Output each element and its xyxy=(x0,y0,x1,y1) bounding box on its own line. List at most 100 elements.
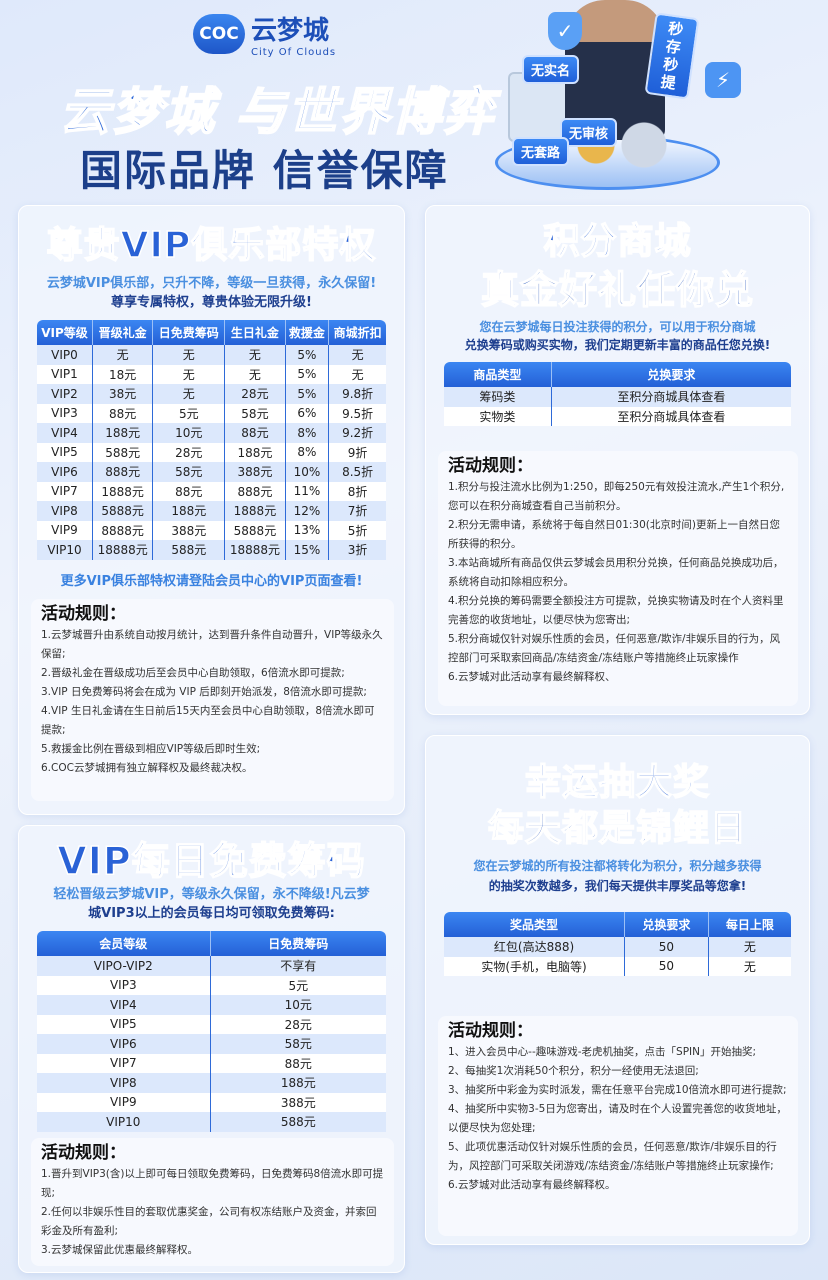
badge-no-realname: 无实名 xyxy=(522,55,580,84)
table-cell: VIP4 xyxy=(37,423,93,443)
table-cell: 8折 xyxy=(328,481,386,501)
lucky-draw-subtitle-1: 您在云梦城的所有投注都将转化为积分，积分越多获得 xyxy=(473,859,762,873)
table-row: VIP6 888元 58元 388元 10% 8.5折 xyxy=(37,462,386,482)
rule-item: 3.本站商城所有商品仅供云梦城会员用积分兑换，任何商品兑换成功后，系统将自动扣除… xyxy=(448,557,784,588)
table-cell: 不享有 xyxy=(210,956,386,976)
table-row: VIP1 18元无无 5% 无 xyxy=(37,364,386,384)
table-cell: 9折 xyxy=(328,442,386,462)
table-cell: 至积分商城具体查看 xyxy=(551,406,791,426)
table-cell: 5% xyxy=(285,364,330,384)
table-cell: 3折 xyxy=(328,540,386,560)
rule-item: 4.VIP 生日礼金请在生日前后15天内至会员中心自助领取，8倍流水即可提款; xyxy=(41,705,375,736)
table-cell: 13% xyxy=(285,520,330,540)
rules-title: 活动规则： xyxy=(41,604,126,624)
points-mall-table: 商品类型 兑换要求 筹码类 至积分商城具体查看 实物类 至积分商城具体查看 xyxy=(444,362,791,426)
column-header: 日免费筹码 xyxy=(210,931,386,956)
table-cell: 实物类 xyxy=(444,406,552,426)
table-cell: 18元 xyxy=(92,364,154,384)
badge-no-tricks: 无套路 xyxy=(512,137,570,166)
table-cell: 8888元 xyxy=(92,520,154,540)
table-row: VIP10 18888元 588元 18888元 15% 3折 xyxy=(37,540,386,560)
rules-title: 活动规则： xyxy=(41,1143,126,1163)
table-cell: VIP1 xyxy=(37,364,93,384)
table-row: 红包(高达888) 50 无 xyxy=(444,937,791,957)
table-row: VIP6 58元 xyxy=(37,1034,386,1054)
table-cell: 10% xyxy=(285,462,330,482)
table-cell: 5% xyxy=(285,345,330,365)
table-cell: 888元 xyxy=(92,462,154,482)
points-mall-subtitle-2: 兑换筹码或购买实物，我们定期更新丰富的商品任您兑换! xyxy=(464,338,771,352)
table-cell: 7折 xyxy=(328,501,386,521)
draw-rules-box: 活动规则： 1、进入会员中心--趣味游戏-老虎机抽奖，点击「SPIN」开始抽奖;… xyxy=(438,1016,798,1236)
rule-item: 1.积分与投注流水比例为1:250，即每250元有效投注流水,产生1个积分,您可… xyxy=(448,481,785,512)
table-cell: VIP3 xyxy=(37,403,93,423)
rule-item: 5、此项优惠活动仅针对娱乐性质的会员，任何恶意/欺诈/非娱乐目的行为，风控部门可… xyxy=(448,1141,777,1172)
table-row: VIP7 88元 xyxy=(37,1053,386,1073)
lightning-icon: ⚡ xyxy=(705,62,741,98)
table-cell: 5888元 xyxy=(92,501,154,521)
table-cell: 无 xyxy=(328,364,386,384)
table-cell: 58元 xyxy=(152,462,226,482)
table-cell: 红包(高达888) xyxy=(444,937,626,957)
daily-rules-box: 活动规则： 1.晋升到VIP3(含)以上即可每日领取免费筹码，日免费筹码8倍流水… xyxy=(31,1138,394,1266)
daily-chips-subtitle-2: 城VIP3以上的会员每日均可领取免费筹码: xyxy=(88,906,335,921)
column-header: 生日礼金 xyxy=(224,320,286,345)
table-row: VIP8 188元 xyxy=(37,1073,386,1093)
table-cell: 6% xyxy=(285,403,330,423)
table-cell: 至积分商城具体查看 xyxy=(551,387,791,407)
table-cell: 1888元 xyxy=(224,501,286,521)
rule-item: 1.晋升到VIP3(含)以上即可每日领取免费筹码，日免费筹码8倍流水即可提现; xyxy=(41,1168,384,1199)
rule-item: 2.积分无需申请，系统将于每自然日01:30(北京时间)更新上一自然日您所获得的… xyxy=(448,519,780,550)
logo-mark: COC xyxy=(193,14,245,54)
hero-headline: 云梦城 与世界博弈 xyxy=(59,82,496,142)
table-cell: 筹码类 xyxy=(444,387,552,407)
table-cell: 无 xyxy=(92,345,154,365)
table-cell: 1888元 xyxy=(92,481,154,501)
rule-item: 6.COC云梦城拥有独立解释权及最终裁决权。 xyxy=(41,762,253,774)
table-cell: 58元 xyxy=(210,1034,386,1054)
rule-item: 6.云梦城对此活动享有最终解释权、 xyxy=(448,671,616,683)
table-cell: 9.2折 xyxy=(328,423,386,443)
table-cell: 388元 xyxy=(224,462,286,482)
table-header-row: 奖品类型 兑换要求 每日上限 xyxy=(444,912,791,937)
table-cell: 388元 xyxy=(152,520,226,540)
table-cell: 无 xyxy=(708,956,791,976)
table-cell: 28元 xyxy=(224,384,286,404)
logo-name: 云梦城 xyxy=(251,16,330,46)
table-cell: 28元 xyxy=(152,442,226,462)
table-cell: VIP7 xyxy=(37,1053,211,1073)
table-cell: 10元 xyxy=(210,995,386,1015)
table-cell: VIP6 xyxy=(37,462,93,482)
table-header-row: 商品类型 兑换要求 xyxy=(444,362,791,387)
table-cell: 58元 xyxy=(224,403,286,423)
column-header: 兑换要求 xyxy=(551,362,791,387)
vip-footnote: 更多VIP俱乐部特权请登陆会员中心的VIP页面查看! xyxy=(60,573,363,589)
lucky-draw-card: 幸运抽大奖 每天都是锦鲤日 您在云梦城的所有投注都将转化为积分，积分越多获得 的抽… xyxy=(425,735,810,1245)
lucky-draw-title-1: 幸运抽大奖 xyxy=(524,761,710,804)
table-cell: 15% xyxy=(285,540,330,560)
table-cell: VIP2 xyxy=(37,384,93,404)
rule-item: 4、抽奖所中实物3-5日为您寄出，请及时在个人设置完善您的收货地址，以便尽快为您… xyxy=(448,1103,787,1134)
column-header: 每日上限 xyxy=(708,912,791,937)
table-cell: VIP5 xyxy=(37,442,93,462)
table-row: VIP5 28元 xyxy=(37,1014,386,1034)
table-row: 实物类 至积分商城具体查看 xyxy=(444,406,791,426)
hero-tagline: 国际品牌 信誉保障 xyxy=(80,146,449,195)
table-cell: 9.5折 xyxy=(328,403,386,423)
column-header: VIP等级 xyxy=(37,320,93,345)
table-row: 筹码类 至积分商城具体查看 xyxy=(444,387,791,407)
table-cell: 88元 xyxy=(152,481,226,501)
table-cell: 38元 xyxy=(92,384,154,404)
table-cell: 188元 xyxy=(152,501,226,521)
table-row: VIP10 588元 xyxy=(37,1112,386,1132)
table-cell: 无 xyxy=(224,364,286,384)
rule-item: 3.云梦城保留此优惠最终解释权。 xyxy=(41,1244,199,1256)
points-mall-title-1: 积分商城 xyxy=(543,220,692,263)
table-cell: 无 xyxy=(152,384,226,404)
table-cell: VIP5 xyxy=(37,1014,211,1034)
table-header-row: 会员等级 日免费筹码 xyxy=(37,931,386,956)
table-row: VIP5 588元 28元 188元 8% 9折 xyxy=(37,442,386,462)
table-cell: 11% xyxy=(285,481,330,501)
table-cell: 388元 xyxy=(210,1092,386,1112)
rule-item: 4.积分兑换的筹码需要全额投注方可提款，兑换实物请及时在个人资料里完善您的收货地… xyxy=(448,595,784,626)
